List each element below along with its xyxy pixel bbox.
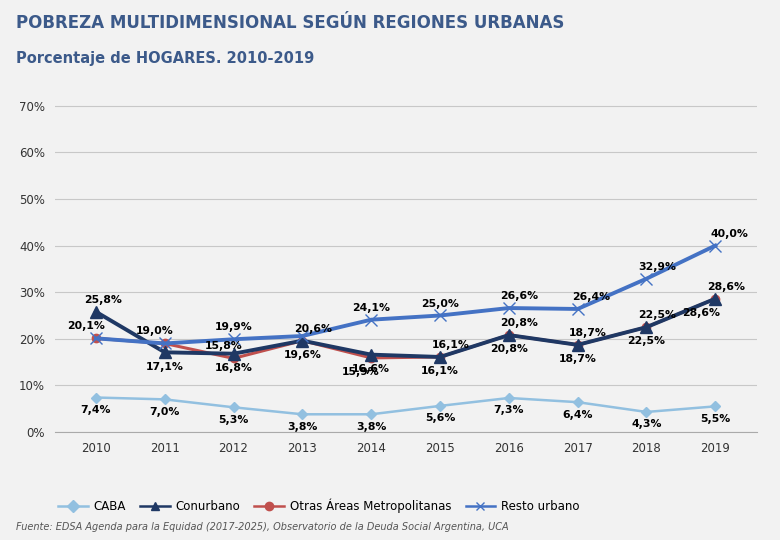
CABA — [367, 411, 376, 417]
Resto urbano — [642, 275, 651, 282]
Text: 20,6%: 20,6% — [294, 323, 332, 334]
Otras Áreas Metropolitanas — [435, 354, 445, 360]
Text: 5,6%: 5,6% — [425, 413, 456, 423]
Conurbano — [435, 354, 445, 360]
Resto urbano — [91, 335, 101, 342]
Text: 18,7%: 18,7% — [558, 354, 597, 364]
CABA — [229, 404, 238, 410]
Text: 19,6%: 19,6% — [283, 350, 321, 360]
Resto urbano — [573, 306, 583, 312]
Resto urbano — [229, 336, 238, 342]
Text: 19,9%: 19,9% — [215, 322, 253, 332]
CABA — [573, 399, 583, 406]
Text: Porcentaje de HOGARES. 2010-2019: Porcentaje de HOGARES. 2010-2019 — [16, 51, 314, 66]
Legend: CABA, Conurbano, Otras Áreas Metropolitanas, Resto urbano: CABA, Conurbano, Otras Áreas Metropolita… — [54, 494, 584, 518]
Text: 4,3%: 4,3% — [631, 420, 661, 429]
Conurbano — [642, 324, 651, 330]
Text: 5,3%: 5,3% — [218, 415, 249, 425]
Text: 3,8%: 3,8% — [356, 422, 386, 432]
Otras Áreas Metropolitanas — [229, 355, 238, 362]
Text: 20,8%: 20,8% — [490, 345, 528, 354]
Line: Conurbano: Conurbano — [90, 293, 721, 362]
Text: 16,1%: 16,1% — [421, 366, 459, 376]
Text: 20,1%: 20,1% — [66, 321, 105, 332]
Text: 19,0%: 19,0% — [136, 327, 173, 336]
Text: 17,1%: 17,1% — [146, 362, 183, 372]
Text: 40,0%: 40,0% — [710, 228, 748, 239]
Resto urbano — [367, 316, 376, 323]
Text: 7,0%: 7,0% — [150, 407, 180, 417]
Resto urbano — [160, 340, 169, 347]
CABA — [160, 396, 169, 403]
Resto urbano — [504, 305, 513, 311]
Line: Resto urbano: Resto urbano — [90, 240, 721, 349]
Text: 7,4%: 7,4% — [80, 405, 111, 415]
Text: 6,4%: 6,4% — [562, 410, 593, 420]
Conurbano — [91, 308, 101, 315]
Text: 22,5%: 22,5% — [627, 336, 665, 347]
Otras Áreas Metropolitanas — [298, 338, 307, 344]
Conurbano — [367, 352, 376, 358]
Otras Áreas Metropolitanas — [367, 355, 376, 361]
Text: 3,8%: 3,8% — [287, 422, 317, 432]
Text: 25,0%: 25,0% — [421, 299, 459, 308]
Text: 28,6%: 28,6% — [682, 308, 721, 318]
Text: 24,1%: 24,1% — [353, 303, 390, 313]
Conurbano — [573, 342, 583, 348]
CABA — [435, 403, 445, 409]
CABA — [504, 395, 513, 401]
Text: 7,3%: 7,3% — [494, 406, 524, 415]
Resto urbano — [711, 242, 720, 249]
Conurbano — [711, 295, 720, 302]
Resto urbano — [298, 333, 307, 339]
Text: 16,1%: 16,1% — [431, 340, 470, 350]
Otras Áreas Metropolitanas — [642, 324, 651, 330]
Conurbano — [298, 338, 307, 344]
Text: 16,6%: 16,6% — [353, 364, 390, 374]
Text: 28,6%: 28,6% — [707, 282, 745, 292]
Resto urbano — [435, 312, 445, 319]
Text: 5,5%: 5,5% — [700, 414, 730, 424]
Text: 20,8%: 20,8% — [500, 318, 538, 328]
Text: 18,7%: 18,7% — [569, 328, 607, 338]
Text: 16,8%: 16,8% — [215, 363, 253, 373]
Otras Áreas Metropolitanas — [160, 340, 169, 347]
Text: Fuente: EDSA Agenda para la Equidad (2017-2025), Observatorio de la Deuda Social: Fuente: EDSA Agenda para la Equidad (201… — [16, 522, 509, 532]
Text: 25,8%: 25,8% — [83, 295, 122, 305]
Text: 26,6%: 26,6% — [500, 291, 538, 301]
CABA — [298, 411, 307, 417]
Otras Áreas Metropolitanas — [573, 342, 583, 348]
Text: POBREZA MULTIDIMENSIONAL SEGÚN REGIONES URBANAS: POBREZA MULTIDIMENSIONAL SEGÚN REGIONES … — [16, 14, 564, 31]
Conurbano — [160, 349, 169, 355]
Text: 22,5%: 22,5% — [638, 310, 675, 320]
Conurbano — [504, 332, 513, 338]
Text: 26,4%: 26,4% — [573, 292, 611, 302]
CABA — [642, 409, 651, 415]
Text: 15,8%: 15,8% — [204, 341, 242, 352]
Otras Áreas Metropolitanas — [504, 332, 513, 338]
CABA — [91, 394, 101, 401]
Line: Otras Áreas Metropolitanas: Otras Áreas Metropolitanas — [92, 294, 719, 362]
Otras Áreas Metropolitanas — [91, 335, 101, 342]
Text: 32,9%: 32,9% — [638, 262, 675, 272]
Conurbano — [229, 350, 238, 357]
Line: CABA: CABA — [92, 394, 719, 418]
Text: 15,9%: 15,9% — [342, 367, 380, 377]
CABA — [711, 403, 720, 410]
Otras Áreas Metropolitanas — [711, 295, 720, 302]
